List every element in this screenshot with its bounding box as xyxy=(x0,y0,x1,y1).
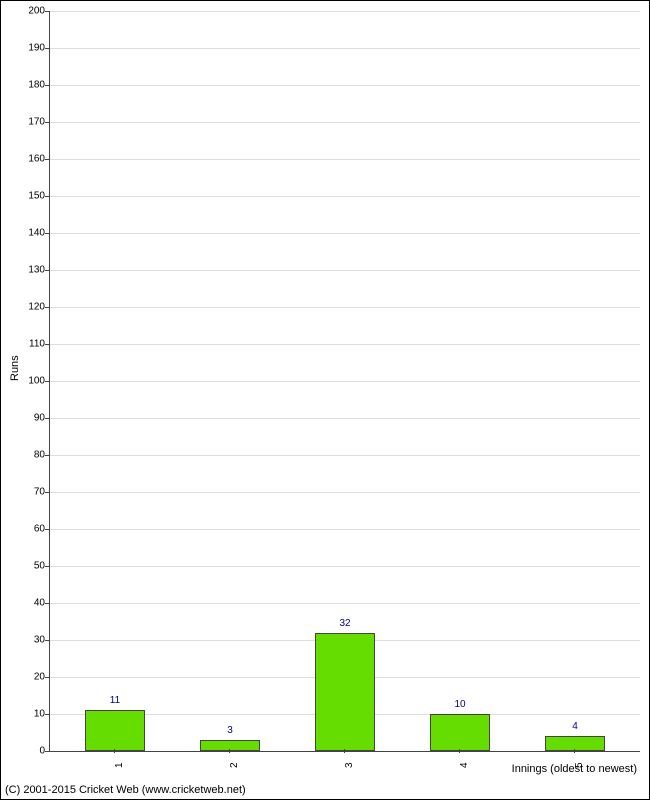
y-tick-label: 10 xyxy=(15,709,45,720)
gridline xyxy=(50,455,640,456)
gridline xyxy=(50,159,640,160)
x-tick-label: 4 xyxy=(459,762,470,768)
gridline xyxy=(50,48,640,49)
bar xyxy=(545,736,605,751)
x-tick-label: 5 xyxy=(574,762,585,768)
bar xyxy=(315,633,375,751)
y-tick-label: 180 xyxy=(15,80,45,91)
y-tick-mark xyxy=(45,455,49,456)
y-tick-mark xyxy=(45,344,49,345)
y-tick-mark xyxy=(45,307,49,308)
gridline xyxy=(50,603,640,604)
y-tick-mark xyxy=(45,566,49,567)
y-tick-label: 30 xyxy=(15,635,45,646)
x-tick-mark xyxy=(574,749,575,753)
y-tick-label: 90 xyxy=(15,413,45,424)
bar-value-label: 32 xyxy=(339,618,350,629)
y-tick-label: 40 xyxy=(15,598,45,609)
y-tick-label: 50 xyxy=(15,561,45,572)
y-tick-label: 160 xyxy=(15,154,45,165)
y-tick-label: 70 xyxy=(15,487,45,498)
copyright-text: (C) 2001-2015 Cricket Web (www.cricketwe… xyxy=(5,784,246,796)
y-tick-label: 60 xyxy=(15,524,45,535)
y-tick-mark xyxy=(45,677,49,678)
bar-value-label: 3 xyxy=(227,725,233,736)
y-tick-mark xyxy=(45,603,49,604)
bar-value-label: 11 xyxy=(110,695,120,706)
y-tick-label: 130 xyxy=(15,265,45,276)
bar xyxy=(430,714,490,751)
y-tick-mark xyxy=(45,381,49,382)
gridline xyxy=(50,85,640,86)
bar-value-label: 10 xyxy=(454,699,465,710)
y-tick-label: 100 xyxy=(15,376,45,387)
y-tick-label: 200 xyxy=(15,6,45,17)
gridline xyxy=(50,307,640,308)
gridline xyxy=(50,529,640,530)
x-tick-mark xyxy=(344,749,345,753)
y-tick-mark xyxy=(45,85,49,86)
y-tick-mark xyxy=(45,122,49,123)
gridline xyxy=(50,196,640,197)
y-tick-label: 110 xyxy=(15,339,45,350)
y-tick-label: 80 xyxy=(15,450,45,461)
gridline xyxy=(50,418,640,419)
x-tick-label: 2 xyxy=(229,762,240,768)
gridline xyxy=(50,233,640,234)
y-tick-mark xyxy=(45,196,49,197)
y-tick-label: 150 xyxy=(15,191,45,202)
chart-container: 11332104 Runs Innings (oldest to newest)… xyxy=(0,0,650,800)
y-tick-mark xyxy=(45,640,49,641)
bar xyxy=(200,740,260,751)
plot-area: 11 3 32 10 4 xyxy=(49,11,640,752)
y-tick-mark xyxy=(45,48,49,49)
y-tick-mark xyxy=(45,270,49,271)
y-tick-label: 0 xyxy=(15,746,45,757)
y-tick-label: 120 xyxy=(15,302,45,313)
bar-value-label: 4 xyxy=(572,721,578,732)
y-tick-label: 20 xyxy=(15,672,45,683)
gridline xyxy=(50,270,640,271)
gridline xyxy=(50,381,640,382)
y-tick-label: 140 xyxy=(15,228,45,239)
bar xyxy=(85,710,145,751)
x-tick-label: 3 xyxy=(344,762,355,768)
y-tick-mark xyxy=(45,492,49,493)
y-tick-label: 170 xyxy=(15,117,45,128)
x-tick-mark xyxy=(459,749,460,753)
y-tick-mark xyxy=(45,233,49,234)
gridline xyxy=(50,122,640,123)
gridline xyxy=(50,566,640,567)
y-tick-mark xyxy=(45,159,49,160)
x-tick-mark xyxy=(229,749,230,753)
x-tick-label: 1 xyxy=(114,762,125,768)
y-tick-mark xyxy=(45,11,49,12)
gridline xyxy=(50,11,640,12)
y-tick-mark xyxy=(45,714,49,715)
y-tick-label: 190 xyxy=(15,43,45,54)
gridline xyxy=(50,344,640,345)
y-tick-mark xyxy=(45,418,49,419)
x-tick-mark xyxy=(114,749,115,753)
gridline xyxy=(50,492,640,493)
y-tick-mark xyxy=(45,529,49,530)
y-tick-mark xyxy=(45,751,49,752)
